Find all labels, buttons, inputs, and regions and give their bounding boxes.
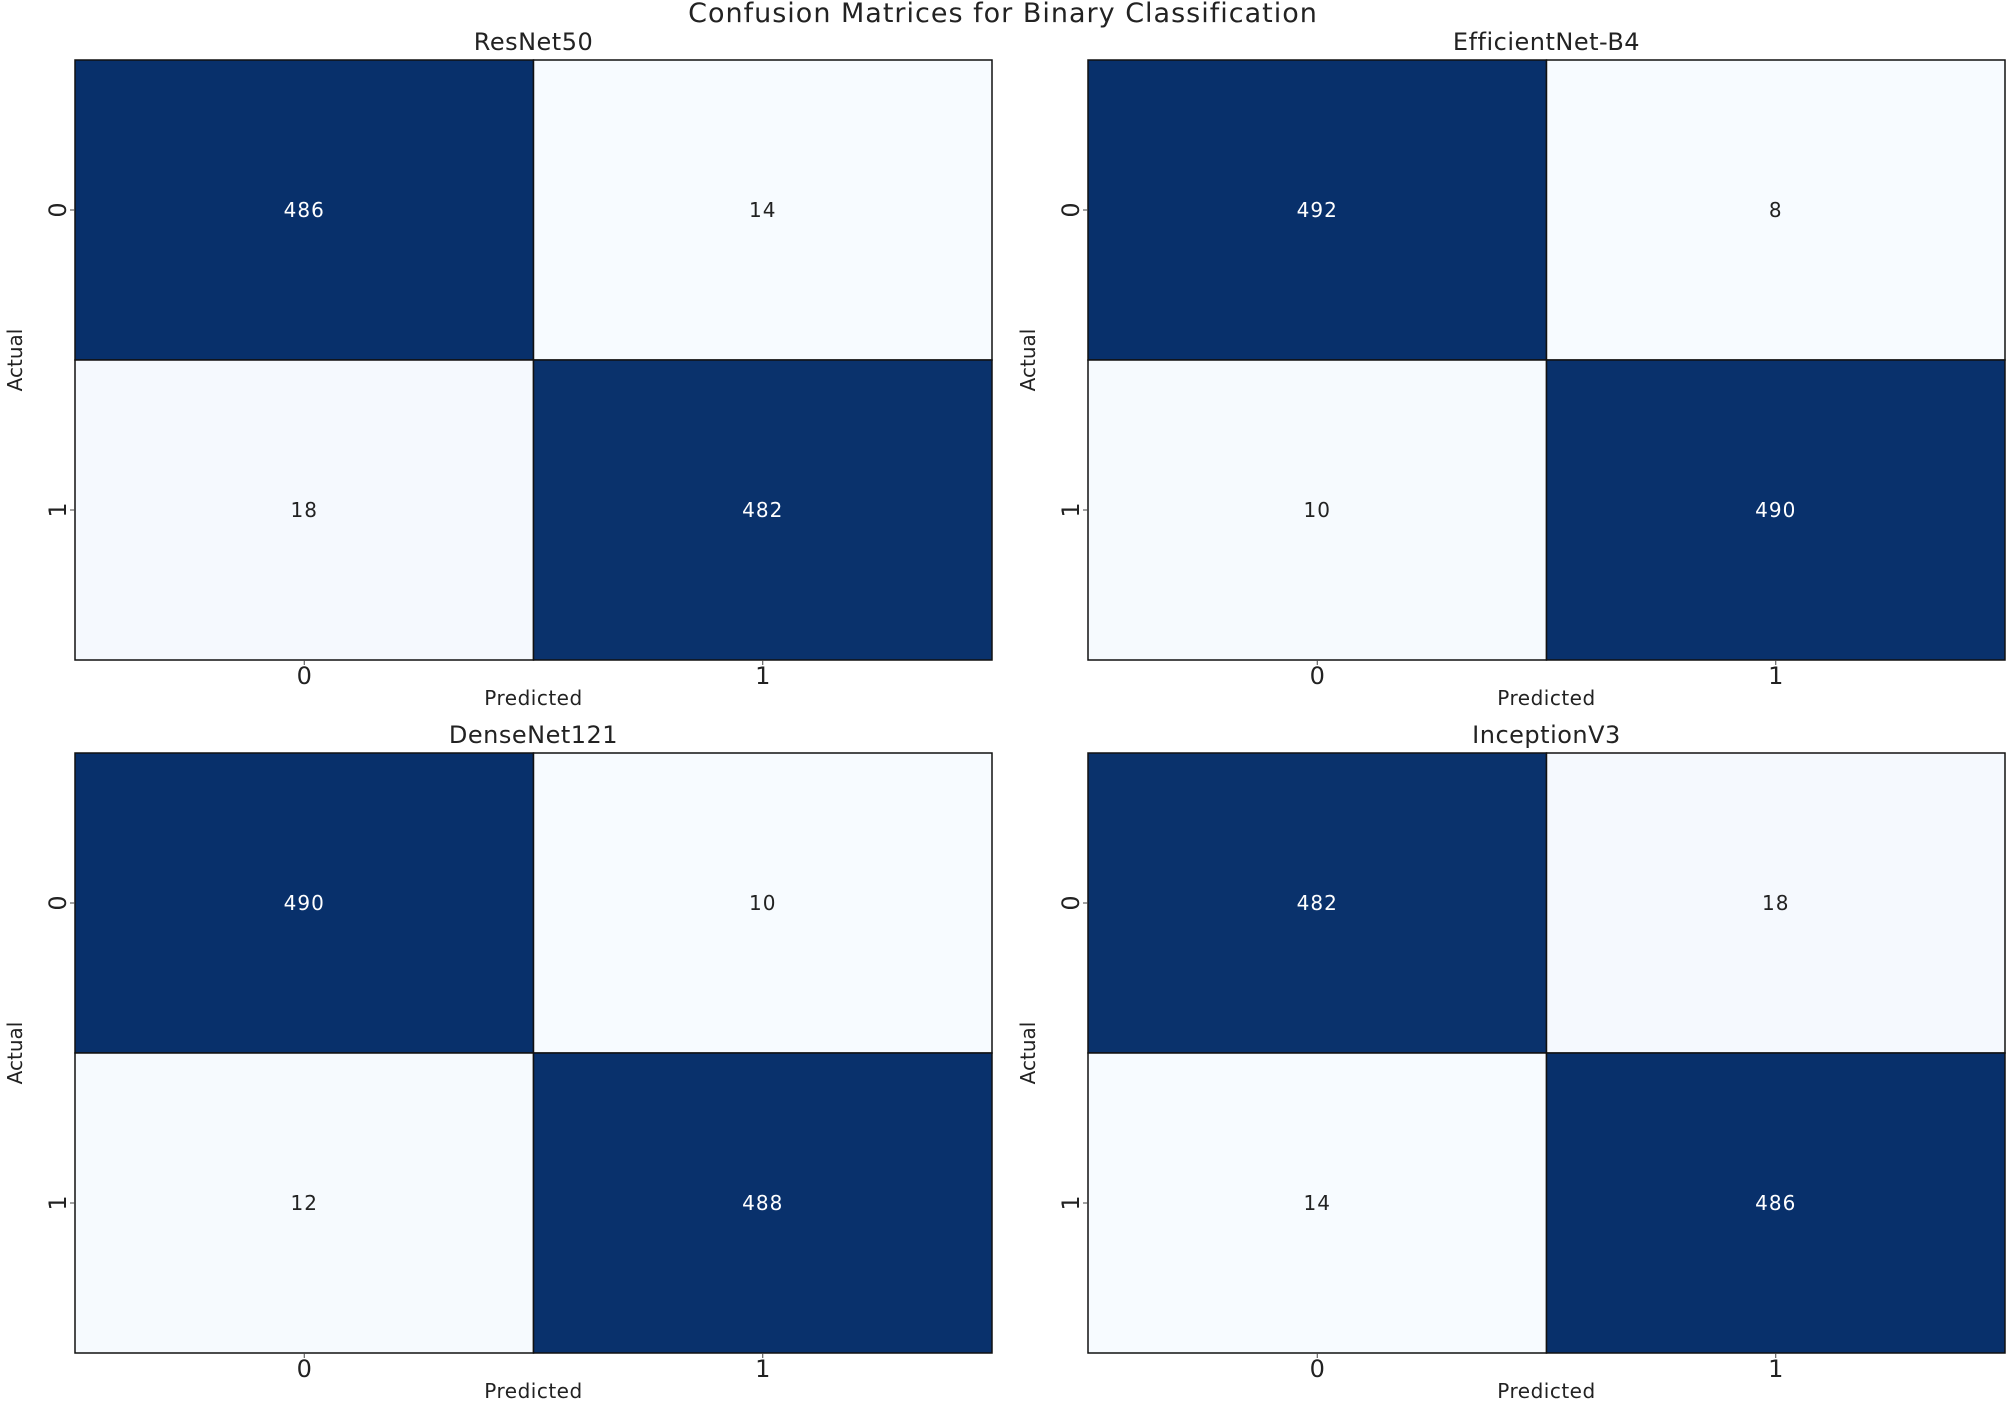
cell-value-label: 486 xyxy=(284,198,325,222)
cell-value-label: 8 xyxy=(1769,198,1783,222)
matrix-cell xyxy=(1087,359,1548,661)
panel-title: EfficientNet-B4 xyxy=(1453,28,1640,56)
panel-title: ResNet50 xyxy=(474,28,594,56)
x-tick-label: 0 xyxy=(1310,662,1325,690)
matrix-cell xyxy=(532,752,993,1054)
x-tick-label: 1 xyxy=(755,1355,770,1383)
matrix-cell xyxy=(74,359,535,661)
cell-value-label: 14 xyxy=(1304,1191,1331,1215)
y-tick-label: 0 xyxy=(1057,895,1085,910)
matrix-cell xyxy=(74,59,535,361)
y-tick-label: 1 xyxy=(44,502,72,517)
cell-value-label: 10 xyxy=(1304,498,1331,522)
x-tick-label: 0 xyxy=(297,1355,312,1383)
x-axis-label: Predicted xyxy=(1497,686,1595,710)
confusion-matrix-panel-3: InceptionV3 482 18 14 486 0 1 0 1 Predicted Actual xyxy=(1016,721,2006,1403)
matrix-cell xyxy=(1087,1052,1548,1354)
x-axis-label: Predicted xyxy=(1497,1379,1595,1403)
y-axis-label: Actual xyxy=(3,1022,27,1085)
y-tick-label: 0 xyxy=(1057,202,1085,217)
matrix-cell xyxy=(74,1052,535,1354)
y-tick-label: 0 xyxy=(44,202,72,217)
y-tick-label: 1 xyxy=(1057,1195,1085,1210)
x-tick-label: 1 xyxy=(1768,1355,1783,1383)
x-axis-label: Predicted xyxy=(484,686,582,710)
cell-value-label: 492 xyxy=(1297,198,1338,222)
y-tick-label: 1 xyxy=(44,1195,72,1210)
cell-value-label: 10 xyxy=(749,891,776,915)
cell-value-label: 486 xyxy=(1755,1191,1796,1215)
cell-value-label: 490 xyxy=(284,891,325,915)
matrix-cell xyxy=(532,1052,993,1354)
cell-value-label: 482 xyxy=(1297,891,1338,915)
matrix-cell xyxy=(1087,752,1548,1054)
x-tick-label: 1 xyxy=(1768,662,1783,690)
y-tick-label: 1 xyxy=(1057,502,1085,517)
cell-value-label: 14 xyxy=(749,198,776,222)
y-tick-label: 0 xyxy=(44,895,72,910)
y-axis-label: Actual xyxy=(3,329,27,392)
matrix-cell xyxy=(1545,752,2006,1054)
cell-value-label: 490 xyxy=(1755,498,1796,522)
x-axis-label: Predicted xyxy=(484,1379,582,1403)
matrix-cell xyxy=(1545,59,2006,361)
y-axis-label: Actual xyxy=(1016,1022,1040,1085)
x-tick-label: 1 xyxy=(755,662,770,690)
matrix-cell xyxy=(532,59,993,361)
panel-title: InceptionV3 xyxy=(1472,721,1621,749)
y-axis-label: Actual xyxy=(1016,329,1040,392)
matrix-cell xyxy=(1545,359,2006,661)
matrix-cell xyxy=(1545,1052,2006,1354)
cell-value-label: 482 xyxy=(742,498,783,522)
matrix-cell xyxy=(532,359,993,661)
cell-value-label: 18 xyxy=(291,498,318,522)
cell-value-label: 488 xyxy=(742,1191,783,1215)
x-tick-label: 0 xyxy=(297,662,312,690)
figure-title: Confusion Matrices for Binary Classifica… xyxy=(688,0,1318,29)
confusion-matrix-panel-0: ResNet50 486 14 18 482 0 1 0 1 Predicted Actual xyxy=(3,28,993,710)
cell-value-label: 18 xyxy=(1762,891,1789,915)
x-tick-label: 0 xyxy=(1310,1355,1325,1383)
cell-value-label: 12 xyxy=(291,1191,318,1215)
panel-title: DenseNet121 xyxy=(449,721,618,749)
